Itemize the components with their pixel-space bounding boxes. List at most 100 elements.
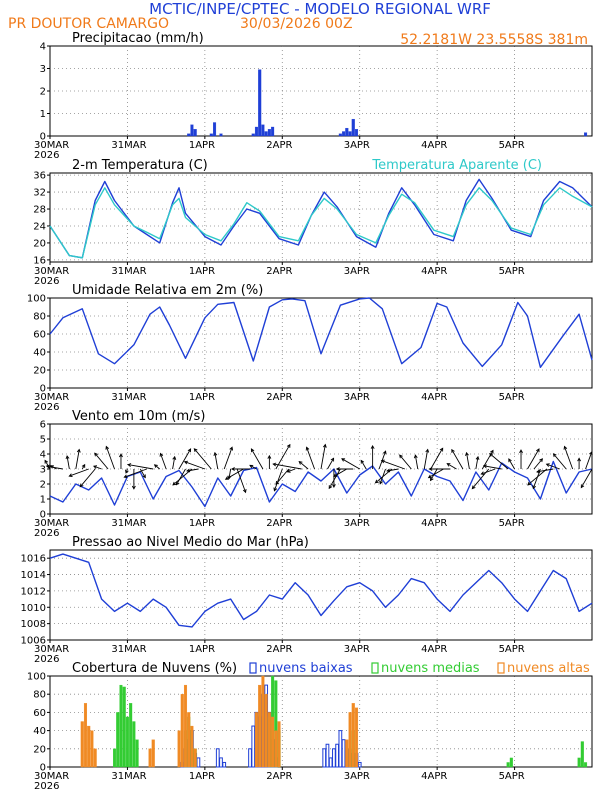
- wind-arrow-36: [273, 468, 283, 491]
- wind-arrow-49: [360, 460, 367, 470]
- bar-2-24: [354, 707, 359, 768]
- panel-title: Cobertura de Nuvens (%): [72, 661, 237, 676]
- y-tick-label: 1014: [21, 570, 46, 581]
- bar-0-2: [193, 129, 197, 137]
- legend-swatch-0: [249, 662, 257, 674]
- y-tick-label: 40: [33, 726, 46, 737]
- x-tick-label: 30MAR: [34, 644, 69, 655]
- bar-2-6: [151, 739, 155, 768]
- bar-2-16: [264, 694, 268, 768]
- x-tick-label: 2APR: [266, 644, 292, 655]
- wind-arrow-head-71: [489, 452, 493, 457]
- bar-1-3: [122, 686, 126, 768]
- bar-2-19: [274, 730, 278, 768]
- wind-arrow-78: [536, 468, 554, 473]
- wind-arrow-head-41: [305, 446, 310, 451]
- wind-arrow-25: [193, 448, 212, 470]
- bar-0-21: [332, 748, 336, 768]
- wind-arrow-83: [585, 451, 593, 470]
- wind-arrow-9: [94, 452, 109, 470]
- apparent-temp-legend: Temperatura Aparente (C): [371, 158, 542, 173]
- x-tick-year: 2026: [34, 654, 59, 665]
- wind-arrow-63: [446, 463, 457, 470]
- bar-1-21: [580, 741, 584, 768]
- wind-arrow-head-81: [563, 445, 568, 450]
- wind-arrow-16: [127, 464, 154, 470]
- wind-arrow-head-23: [186, 468, 191, 473]
- wind-arrow-head-22: [172, 481, 177, 486]
- wind-arrow-head-39: [272, 462, 277, 467]
- wind-arrow-head-37: [275, 480, 280, 485]
- y-tick-label: 2: [40, 87, 46, 98]
- bar-1-22: [584, 762, 588, 768]
- wind-arrow-head-66: [475, 455, 480, 460]
- wind-arrow-head-58: [425, 448, 430, 453]
- x-tick-label: 2APR: [266, 266, 292, 277]
- wind-arrow-42: [320, 444, 326, 470]
- wind-arrow-head-42: [322, 443, 327, 448]
- x-tick-label: 5APR: [499, 518, 525, 529]
- wind-arrow-head-84: [580, 484, 585, 489]
- x-tick-label: 30MAR: [34, 266, 69, 277]
- wind-arrow-head-72: [508, 458, 512, 463]
- wind-arrow-head-19: [172, 455, 177, 460]
- wind-arrow-head-12: [125, 469, 129, 474]
- bar-2-12: [193, 748, 197, 768]
- bar-1-7: [135, 739, 139, 768]
- bar-1-20: [577, 757, 581, 768]
- y-tick-label: 36: [33, 171, 46, 182]
- wind-arrow-4: [75, 449, 80, 470]
- y-tick-label: 80: [33, 312, 46, 323]
- wind-arrow-8: [93, 465, 102, 470]
- wind-arrow-head-38: [286, 469, 291, 473]
- wind-arrow-head-31: [230, 467, 235, 471]
- y-tick-label: 0: [40, 763, 46, 774]
- wind-arrow-40: [298, 461, 309, 470]
- wind-arrow-head-27: [229, 446, 234, 451]
- wind-arrow-2: [46, 465, 63, 470]
- y-tick-label: 20: [33, 744, 46, 755]
- wind-arrow-head-51: [382, 450, 387, 455]
- legend-label-1: nuvens medias: [381, 661, 480, 676]
- bar-0-3: [209, 133, 213, 137]
- wind-arrow-head-45: [328, 485, 333, 490]
- wind-arrow-75: [533, 458, 543, 470]
- wind-arrow-head-47: [335, 467, 340, 471]
- bar-1-6: [132, 721, 136, 768]
- x-tick-label: 31MAR: [111, 140, 146, 151]
- wind-arrow-head-13: [131, 485, 136, 490]
- wind-arrow-43: [327, 458, 335, 470]
- x-tick-label: 30MAR: [34, 140, 69, 151]
- bar-0-6: [251, 133, 255, 137]
- wind-arrow-head-55: [380, 459, 385, 464]
- wind-arrow-56: [399, 454, 412, 470]
- wind-arrow-head-7: [79, 483, 84, 488]
- wind-arrow-29: [236, 468, 247, 493]
- wind-arrow-39: [273, 463, 302, 470]
- wind-arrow-6: [69, 468, 89, 477]
- x-tick-label: 30MAR: [34, 518, 69, 529]
- wind-arrow-head-5: [81, 463, 86, 468]
- bar-0-5: [219, 133, 223, 137]
- wind-arrow-41: [306, 447, 315, 470]
- y-tick-label: 5: [40, 435, 46, 446]
- wind-arrow-head-18: [159, 452, 164, 457]
- bar-2-4: [93, 748, 97, 768]
- x-tick-label: 1APR: [189, 266, 215, 277]
- y-tick-label: 60: [33, 708, 46, 719]
- bar-2-20: [277, 721, 281, 768]
- bar-0-0: [187, 133, 191, 137]
- x-tick-label: 31MAR: [111, 266, 146, 277]
- y-tick-label: 80: [33, 690, 46, 701]
- y-tick-label: 1016: [21, 554, 46, 565]
- bar-2-10: [187, 712, 191, 768]
- series-line-1: [49, 187, 593, 259]
- x-tick-label: 5APR: [499, 266, 525, 277]
- x-tick-year: 2026: [34, 402, 59, 413]
- wind-arrow-head-59: [439, 447, 444, 452]
- wind-arrow-head-73: [519, 449, 523, 454]
- wind-arrow-55: [381, 460, 406, 470]
